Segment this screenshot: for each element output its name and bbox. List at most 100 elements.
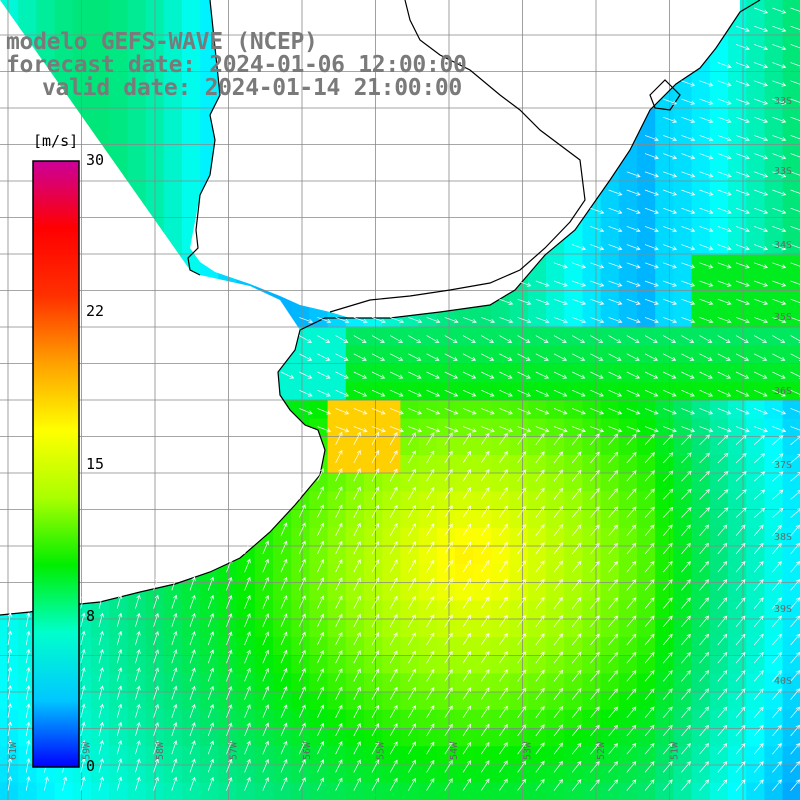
speed-cell: [527, 637, 547, 656]
wind-arrow: [408, 486, 416, 500]
wind-arrow: [499, 432, 508, 445]
speed-cell: [382, 473, 401, 492]
speed-cell: [728, 382, 747, 401]
wind-arrow: [644, 389, 659, 397]
wind-arrow: [480, 742, 490, 755]
speed-cell: [746, 564, 765, 583]
speed-cell: [182, 182, 201, 201]
wind-arrow: [735, 408, 750, 415]
speed-cell: [236, 709, 256, 729]
wind-arrow: [25, 648, 31, 664]
wind-arrow: [717, 298, 732, 305]
speed-cell: [327, 728, 347, 747]
wind-arrow: [371, 486, 380, 500]
wind-arrow: [298, 649, 306, 664]
wind-arrow: [553, 487, 564, 500]
speed-cell: [436, 436, 456, 456]
speed-cell: [218, 782, 238, 800]
wind-arrow: [317, 426, 332, 433]
speed-cell: [400, 782, 420, 800]
speed-cell: [600, 218, 620, 238]
wind-arrow: [772, 579, 782, 591]
lat-label: 37S: [774, 460, 792, 471]
speed-cell: [709, 564, 729, 583]
wind-arrow: [426, 723, 435, 737]
wind-arrow: [699, 171, 714, 178]
speed-cell: [418, 782, 438, 800]
wind-arrow: [462, 596, 472, 609]
wind-arrow: [44, 776, 49, 791]
speed-cell: [746, 291, 765, 310]
wind-arrow: [7, 612, 13, 627]
speed-cell: [400, 728, 420, 747]
wind-arrow: [626, 298, 641, 305]
speed-cell: [455, 418, 474, 438]
wind-arrow: [517, 542, 527, 555]
speed-cell: [200, 655, 219, 674]
speed-cell: [473, 527, 492, 547]
speed-cell: [655, 109, 674, 128]
speed-cell: [163, 72, 183, 92]
wind-arrow: [426, 686, 435, 700]
speed-cell: [527, 728, 547, 747]
speed-cell: [418, 709, 438, 729]
speed-cell: [637, 746, 656, 765]
speed-cell: [418, 527, 438, 547]
speed-cell: [327, 345, 347, 365]
speed-cell: [473, 709, 492, 729]
wind-arrow: [299, 317, 314, 324]
wind-arrow: [735, 706, 746, 719]
wind-arrow: [371, 777, 380, 791]
lat-label: 35S: [774, 312, 792, 323]
wind-arrow: [753, 524, 764, 537]
speed-cell: [400, 764, 420, 784]
speed-cell: [91, 109, 110, 128]
wind-arrow: [7, 776, 13, 791]
speed-cell: [436, 400, 456, 420]
speed-cell: [673, 746, 693, 765]
wind-arrow: [590, 244, 605, 251]
wind-arrow: [790, 98, 800, 105]
wind-arrow: [699, 524, 710, 537]
wind-arrow: [626, 353, 640, 361]
wind-arrow: [662, 470, 674, 482]
wind-arrow: [662, 724, 673, 737]
speed-cell: [345, 746, 365, 765]
wind-arrow: [772, 779, 782, 791]
speed-cell: [72, 36, 92, 56]
speed-cell: [764, 764, 784, 784]
speed-cell: [491, 418, 511, 438]
speed-cell: [728, 163, 747, 183]
speed-cell: [655, 182, 674, 201]
wind-arrow: [298, 540, 306, 555]
speed-cell: [309, 364, 329, 383]
speed-cell: [382, 582, 401, 602]
wind-arrow: [553, 469, 564, 482]
wind-arrow: [80, 776, 86, 791]
speed-cell: [273, 527, 292, 547]
speed-cell: [163, 145, 183, 165]
speed-cell: [509, 709, 529, 729]
wind-arrow: [207, 776, 215, 791]
speed-cell: [182, 582, 201, 602]
speed-cell: [673, 582, 693, 602]
speed-cell: [764, 345, 784, 365]
wind-arrow: [663, 317, 678, 324]
wind-arrow: [735, 489, 747, 500]
speed-cell: [127, 72, 147, 92]
speed-cell: [418, 691, 438, 711]
speed-cell: [618, 691, 638, 711]
lat-label: 38S: [774, 532, 792, 543]
speed-cell: [418, 600, 438, 620]
wind-arrow: [644, 470, 655, 482]
speed-cell: [782, 327, 800, 347]
speed-cell: [91, 655, 110, 674]
speed-cell: [709, 273, 729, 292]
wind-arrow: [608, 353, 622, 361]
speed-cell: [236, 782, 256, 800]
wind-arrow: [608, 335, 622, 343]
speed-cell: [527, 291, 547, 310]
speed-cell: [527, 691, 547, 711]
speed-cell: [400, 582, 420, 602]
